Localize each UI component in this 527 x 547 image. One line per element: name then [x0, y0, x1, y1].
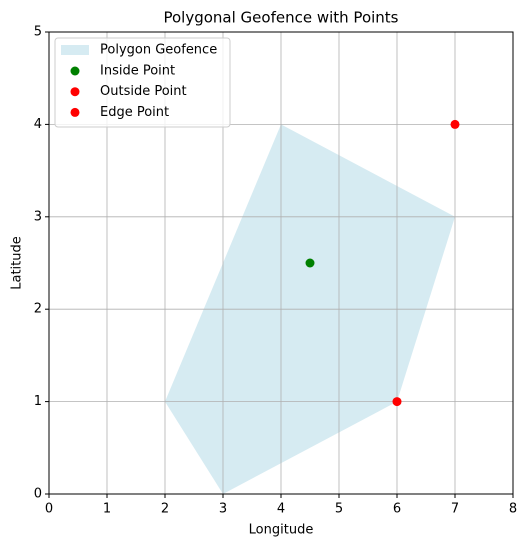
legend-label: Outside Point: [100, 84, 187, 99]
x-tick-label: 1: [103, 502, 111, 517]
x-tick-label: 3: [219, 502, 227, 517]
data-point: [450, 119, 460, 129]
legend-label: Polygon Geofence: [100, 43, 217, 58]
y-tick-label: 3: [34, 209, 42, 224]
legend-box: [54, 37, 231, 128]
y-axis-label: Latitude: [10, 236, 25, 290]
legend: Polygon Geofence Inside Point Outside Poin…: [54, 37, 231, 128]
y-tick-label: 5: [34, 25, 42, 40]
y-tick-label: 1: [34, 394, 42, 409]
legend-swatch: [61, 45, 89, 55]
y-tick-label: 0: [34, 487, 42, 502]
chart-title: Polygonal Geofence with Points: [163, 9, 398, 27]
legend-marker: [70, 87, 80, 97]
legend-label: Edge Point: [100, 105, 169, 120]
x-tick-label: 7: [451, 502, 459, 517]
x-tick-label: 2: [161, 502, 169, 517]
x-tick-label: 5: [335, 502, 343, 517]
legend-marker: [70, 107, 80, 117]
x-tick-label: 6: [393, 502, 401, 517]
legend-label: Inside Point: [100, 64, 175, 79]
x-tick-label: 8: [509, 502, 517, 517]
data-point: [305, 258, 315, 268]
x-tick-label: 0: [45, 502, 53, 517]
x-axis-label: Longitude: [249, 523, 314, 538]
plot-frame: [48, 31, 514, 495]
data-point: [392, 397, 402, 407]
y-tick-label: 2: [34, 302, 42, 317]
x-tick-label: 4: [277, 502, 285, 517]
y-tick-label: 4: [34, 117, 42, 132]
legend-marker: [70, 66, 80, 76]
